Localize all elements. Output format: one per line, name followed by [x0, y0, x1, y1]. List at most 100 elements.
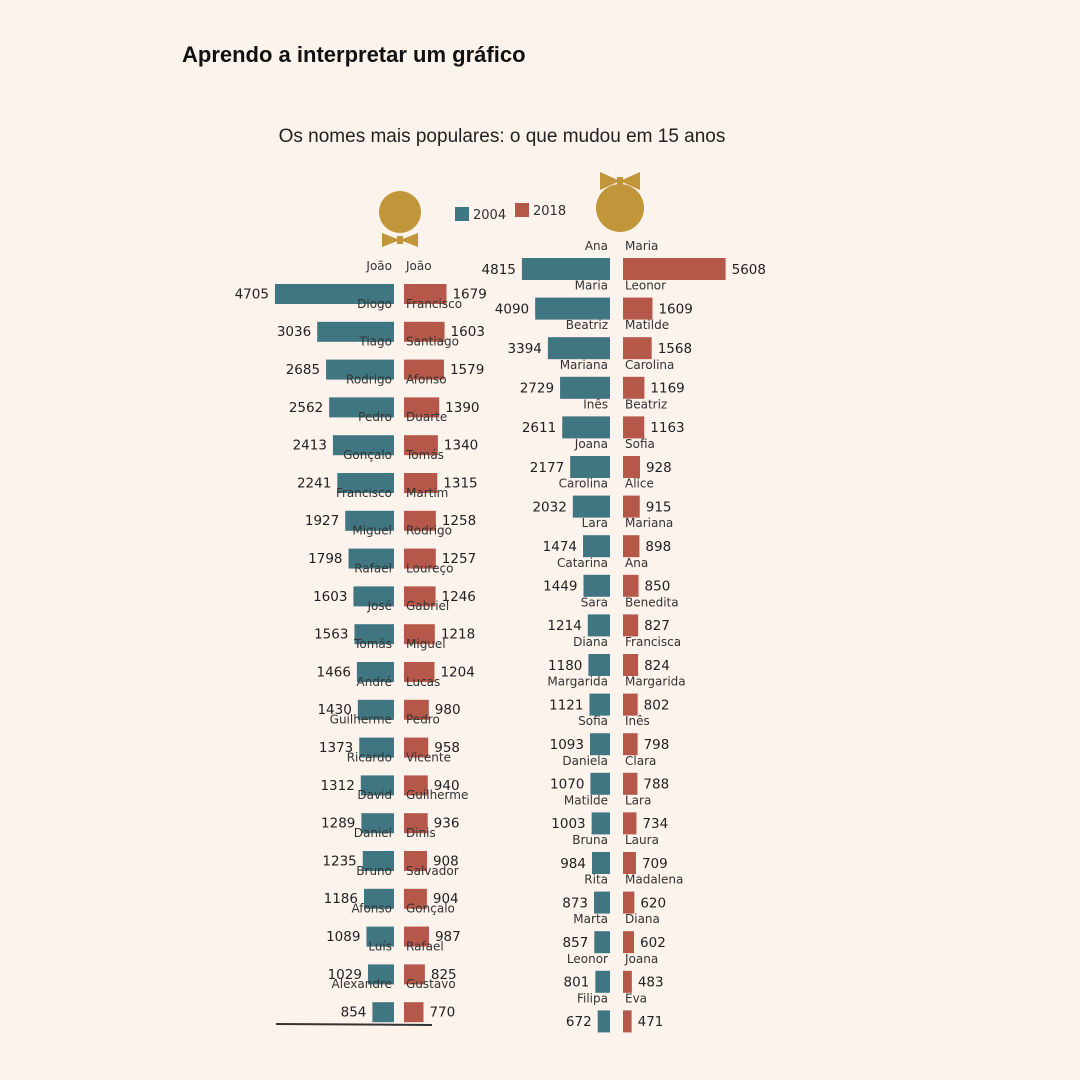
bar-2018 [404, 1002, 424, 1023]
value-label-2018: 1609 [658, 301, 692, 317]
value-label-2018: 602 [640, 935, 666, 951]
value-label-2018: 788 [643, 777, 669, 793]
name-label-2004: Catarina [557, 556, 608, 570]
value-label-2004: 984 [560, 856, 586, 872]
value-label-2004: 2241 [297, 475, 331, 491]
value-label-2018: 1169 [650, 381, 684, 397]
value-label-2004: 1180 [548, 658, 582, 674]
bar-2018 [404, 662, 435, 682]
page-heading: Aprendo a interpretar um gráfico [182, 42, 526, 67]
bar-2018 [623, 772, 638, 795]
bar-2018 [623, 258, 726, 280]
bar-2004 [587, 614, 610, 637]
bar-2004 [360, 775, 394, 796]
name-label-2018: Alice [625, 477, 654, 491]
value-label-2018: 908 [433, 853, 459, 869]
name-label-2004: José [366, 599, 392, 613]
name-label-2004: Maria [575, 279, 608, 293]
value-label-2004: 4815 [482, 262, 516, 278]
name-label-2018: Carolina [625, 358, 674, 372]
name-label-2018: Gabriel [406, 599, 449, 613]
value-label-2004: 1449 [543, 579, 577, 595]
head-circle [379, 191, 421, 233]
value-label-2018: 620 [640, 895, 666, 911]
bar-2004 [521, 258, 610, 280]
bar-2004 [354, 624, 394, 645]
name-label-2018: Eva [625, 991, 647, 1005]
bar-2018 [623, 1010, 632, 1033]
name-label-2004: Matilde [564, 793, 608, 807]
bar-2018 [404, 964, 425, 985]
bar-2004 [366, 926, 394, 947]
bar-2004 [361, 813, 394, 834]
value-label-2018: 734 [642, 816, 668, 832]
value-label-2018: 798 [644, 737, 670, 753]
value-label-2018: 1579 [450, 362, 484, 378]
bar-2004 [353, 586, 394, 607]
value-label-2004: 2729 [520, 381, 554, 397]
value-label-2004: 1029 [328, 967, 362, 983]
name-label-2018: Gustavo [406, 977, 456, 991]
value-label-2004: 1070 [550, 777, 584, 793]
girl-head-bow-icon [596, 172, 644, 232]
name-label-2018: Sofia [625, 437, 655, 451]
value-label-2018: 5608 [732, 262, 766, 278]
bar-2004 [562, 416, 610, 439]
value-label-2018: 980 [435, 702, 461, 718]
value-label-2004: 2177 [530, 460, 564, 476]
name-label-2004: Joana [574, 437, 608, 451]
bar-2004 [588, 654, 610, 676]
legend-label-2004: 2004 [473, 208, 506, 223]
name-label-2004: Ricardo [347, 750, 392, 764]
bar-2004 [591, 852, 610, 874]
name-label-2018: Matilde [625, 318, 669, 332]
bar-2004 [589, 693, 610, 716]
bar-2018 [623, 337, 652, 360]
name-label-2004: Pedro [358, 410, 392, 424]
name-label-2018: Francisco [406, 297, 462, 311]
name-label-2004: Tiago [358, 335, 392, 349]
name-label-2004: David [357, 788, 392, 802]
chart-subtitle: Os nomes mais populares: o que mudou em … [278, 126, 726, 147]
value-label-2004: 4090 [495, 301, 529, 317]
bow-right [620, 172, 640, 190]
name-label-2018: Rafael [406, 939, 444, 953]
value-label-2018: 1218 [441, 627, 475, 643]
bar-2018 [404, 699, 429, 720]
value-label-2004: 1927 [305, 513, 339, 529]
name-label-2018: Santiago [406, 335, 459, 349]
name-label-2004: Luís [368, 939, 392, 953]
value-label-2004: 1235 [322, 853, 356, 869]
bar-2018 [404, 926, 429, 947]
name-label-2004: Francisco [336, 486, 392, 500]
value-label-2004: 2413 [293, 438, 327, 454]
bowtie-left [382, 233, 400, 247]
bar-2018 [404, 851, 427, 871]
bar-2004 [583, 574, 610, 597]
value-label-2018: 958 [434, 740, 460, 756]
name-label-2018: João [405, 259, 432, 273]
name-label-2018: Maria [625, 239, 658, 253]
bar-2018 [404, 888, 427, 909]
value-label-2004: 1474 [543, 539, 577, 555]
value-label-2018: 770 [429, 1005, 455, 1021]
value-label-2018: 1340 [444, 438, 478, 454]
bowtie-right [400, 233, 418, 247]
name-label-2004: Rafael [354, 561, 392, 575]
legend-swatch-2018 [515, 203, 529, 217]
name-label-2018: Vicente [406, 750, 451, 764]
bar-2004 [363, 888, 394, 909]
bar-2004 [590, 772, 610, 795]
bowtie-knot [397, 236, 403, 244]
name-label-2004: Tomás [353, 637, 392, 651]
name-label-2004: Beatriz [566, 318, 608, 332]
name-label-2018: Gonçalo [406, 902, 455, 916]
value-label-2018: 1315 [443, 475, 477, 491]
bar-2018 [404, 586, 436, 607]
bar-2018 [623, 970, 632, 993]
value-label-2018: 1204 [440, 664, 474, 680]
bar-2018 [623, 614, 639, 637]
name-label-2018: Benedita [625, 595, 679, 609]
name-label-2018: Margarida [625, 675, 686, 689]
value-label-2004: 4705 [235, 286, 269, 302]
